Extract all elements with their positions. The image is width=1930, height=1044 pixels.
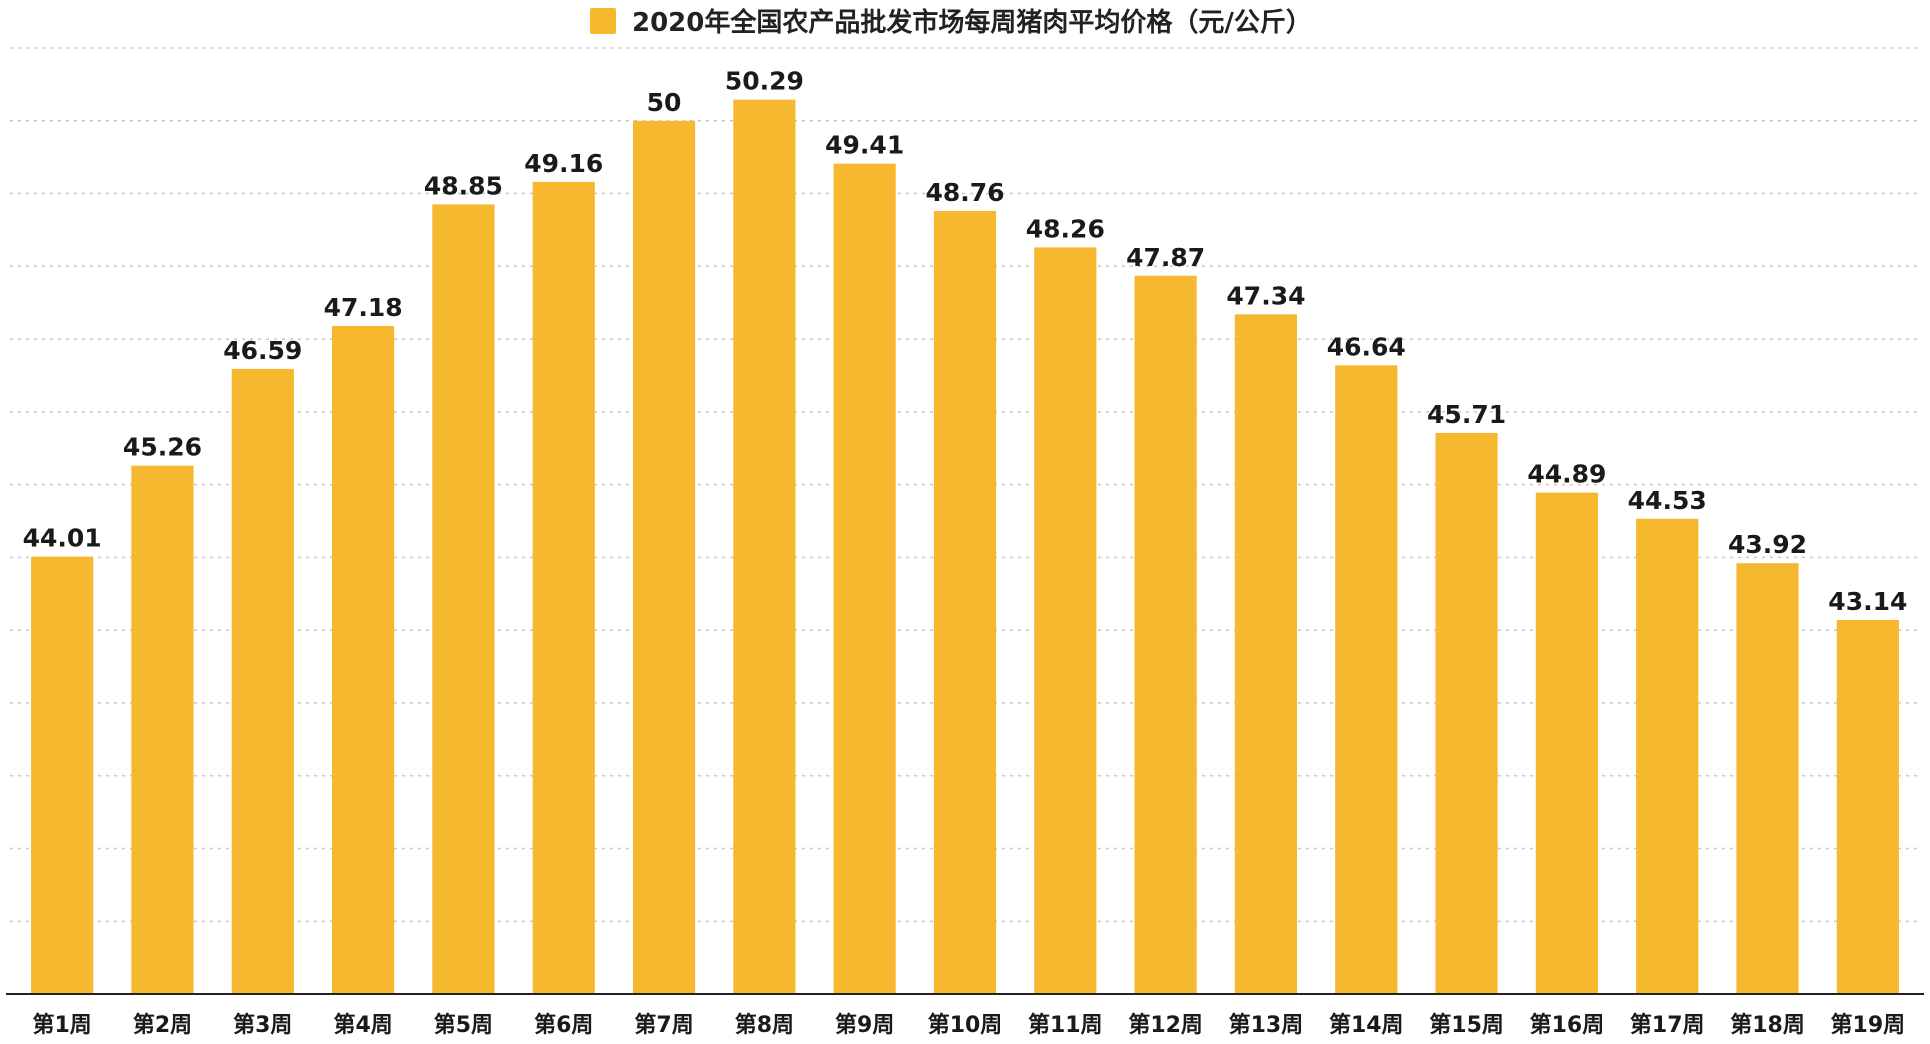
gridlines: [10, 47, 1922, 922]
bar: [1736, 563, 1799, 994]
x-tick-label: 第5周: [434, 1012, 493, 1038]
data-label: 47.18: [324, 293, 403, 322]
x-tick-label: 第3周: [233, 1012, 292, 1038]
x-tick-label: 第12周: [1128, 1012, 1203, 1038]
data-label: 47.87: [1126, 243, 1205, 272]
data-label: 45.26: [123, 433, 202, 462]
x-tick-label: 第15周: [1429, 1012, 1504, 1038]
data-label: 47.34: [1226, 281, 1305, 310]
bar: [1435, 432, 1498, 994]
bar: [632, 120, 696, 995]
x-tick-label: 第10周: [928, 1012, 1003, 1038]
x-tick-label: 第2周: [133, 1012, 192, 1038]
data-label: 48.85: [424, 171, 503, 200]
data-label: 50.29: [725, 67, 804, 96]
bars: [31, 99, 1899, 995]
x-tick-label: 第19周: [1831, 1012, 1906, 1038]
bar: [332, 325, 395, 994]
x-tick-label: 第18周: [1730, 1012, 1805, 1038]
x-tick-label: 第13周: [1229, 1012, 1304, 1038]
bar: [432, 204, 495, 994]
data-label: 49.16: [524, 149, 603, 178]
bar: [1134, 275, 1197, 994]
bar: [1234, 314, 1298, 994]
x-tick-label: 第11周: [1028, 1012, 1103, 1038]
bar: [933, 211, 997, 995]
bar: [31, 556, 94, 994]
data-label: 46.64: [1327, 332, 1406, 361]
data-label: 44.89: [1527, 460, 1606, 489]
data-label: 43.92: [1728, 530, 1807, 559]
bar: [231, 368, 294, 994]
x-tick-label: 第4周: [333, 1012, 392, 1038]
bar: [1335, 365, 1398, 995]
x-tick-label: 第6周: [534, 1012, 593, 1038]
bar: [131, 465, 194, 994]
x-tick-label: 第9周: [835, 1012, 894, 1038]
bar: [733, 99, 796, 995]
data-label: 48.26: [1026, 214, 1105, 243]
x-tick-label: 第17周: [1630, 1012, 1705, 1038]
legend-label: 2020年全国农产品批发市场每周猪肉平均价格（元/公斤）: [632, 7, 1312, 38]
data-label: 45.71: [1427, 400, 1506, 429]
x-tick-label: 第14周: [1329, 1012, 1404, 1038]
bar: [833, 163, 896, 995]
bar: [532, 181, 595, 994]
x-tick-label: 第7周: [634, 1012, 693, 1038]
data-label: 43.14: [1828, 587, 1907, 616]
x-tick-label: 第8周: [735, 1012, 794, 1038]
bar: [1636, 518, 1699, 994]
bar: [1034, 247, 1097, 994]
data-label: 50: [647, 88, 682, 117]
legend-swatch: [590, 8, 616, 34]
data-label: 44.53: [1628, 486, 1707, 515]
data-labels: 44.01 45.26 46.59 47.18 48.85 49.16 50 50.29 49.…: [23, 67, 1908, 616]
bar: [1535, 492, 1598, 994]
data-label: 46.59: [223, 336, 302, 365]
data-label: 44.01: [23, 524, 102, 553]
data-label: 48.76: [925, 178, 1004, 207]
x-tick-label: 第1周: [33, 1012, 92, 1038]
bar: [1836, 619, 1899, 994]
x-tick-labels: 第1周 第2周 第3周 第4周 第5周 第6周 第7周 第8周 第9周 第10周 第11周 第12周第…: [33, 1012, 1906, 1038]
data-label: 49.41: [825, 131, 904, 160]
legend: 2020年全国农产品批发市场每周猪肉平均价格（元/公斤）: [590, 7, 1312, 38]
x-tick-label: 第16周: [1530, 1012, 1605, 1038]
